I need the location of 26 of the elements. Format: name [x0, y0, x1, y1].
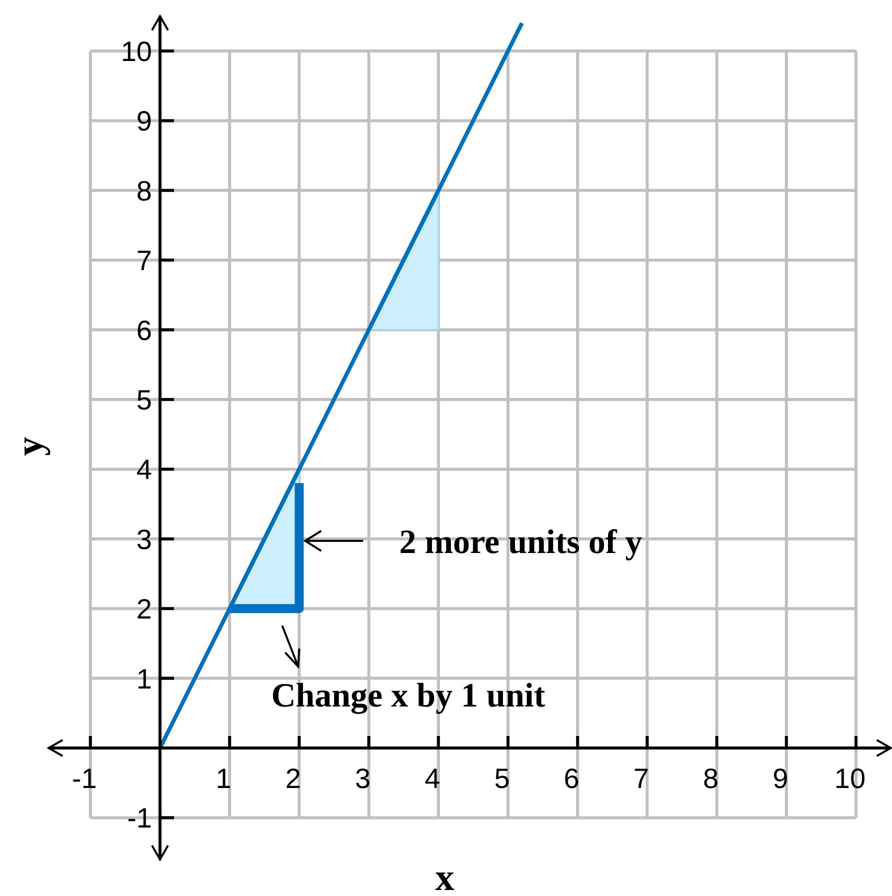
- x-tick-label: 7: [633, 763, 649, 794]
- y-tick-label: -1: [127, 802, 152, 834]
- y-tick-label: 7: [136, 245, 152, 276]
- y-tick-label: 8: [136, 175, 152, 206]
- x-tick-label: 4: [424, 763, 440, 794]
- x-tick-label: 5: [494, 763, 510, 794]
- y-axis-title: y: [9, 436, 51, 456]
- y-tick-label: 6: [136, 314, 152, 346]
- x-tick-label: -1: [72, 763, 97, 794]
- y-tick-label: 4: [136, 454, 152, 486]
- annotation: 2 more units of y: [399, 524, 642, 561]
- x-tick-label: 10: [834, 763, 866, 794]
- y-tick-label: 2: [136, 594, 152, 625]
- x-tick-label: 3: [355, 763, 371, 794]
- x-tick-label: 8: [703, 763, 719, 794]
- y-tick-label: 10: [120, 36, 152, 67]
- y-tick-label: 3: [136, 524, 152, 555]
- y-tick-label: 9: [136, 106, 152, 137]
- x-tick-label: 1: [216, 763, 232, 794]
- x-tick-label: 6: [564, 763, 580, 794]
- y-tick-label: 1: [136, 663, 152, 694]
- x-axis-title: x: [435, 857, 454, 896]
- y-tick-label: 5: [136, 384, 152, 416]
- annotation: Change x by 1 unit: [271, 678, 546, 715]
- x-tick-label: 9: [772, 763, 788, 794]
- x-tick-label: 2: [285, 763, 301, 794]
